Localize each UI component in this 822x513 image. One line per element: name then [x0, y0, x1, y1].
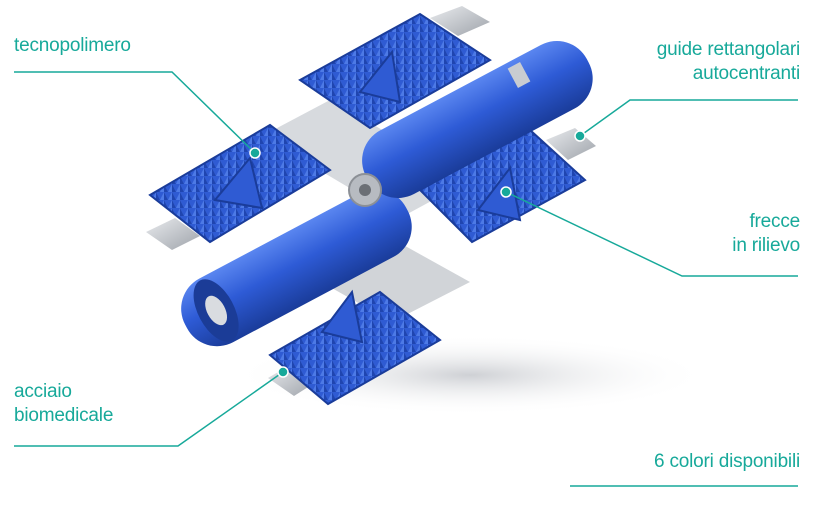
dot-frecce — [500, 186, 512, 198]
label-guide-line1: guide rettangolari — [656, 39, 800, 60]
steel-rail-top — [430, 6, 490, 36]
leader-acciaio — [14, 371, 284, 447]
center-bolt-hole — [359, 184, 371, 196]
cylinder-lower-pin — [205, 295, 228, 326]
leader-lines — [14, 71, 798, 487]
label-frecce: frecce in rilievo — [732, 210, 800, 258]
steel-rail-left — [146, 218, 200, 250]
label-tecnopolimero-text: tecnopolimero — [14, 35, 131, 56]
leader-dots — [249, 130, 586, 378]
leader-frecce — [505, 191, 798, 277]
leader-guide — [579, 99, 798, 137]
arrow-top — [358, 49, 402, 104]
arrow-lower — [320, 289, 364, 344]
label-acciaio-line1: acciaio — [14, 381, 72, 402]
label-guide-line2: autocentranti — [692, 63, 800, 84]
label-acciaio: acciaio biomedicale — [14, 380, 113, 428]
label-colori-text: 6 colori disponibili — [654, 451, 800, 472]
label-colori: 6 colori disponibili — [654, 450, 800, 474]
label-frecce-line1: frecce — [749, 211, 800, 232]
polymer-cylinders — [181, 40, 593, 347]
cylinder-upper — [362, 40, 593, 198]
dot-guide — [574, 130, 586, 142]
cylinder-upper-pin — [507, 62, 531, 88]
cylinder-lower — [181, 189, 412, 347]
arrow-right — [476, 165, 522, 222]
raised-arrows — [213, 49, 522, 344]
dot-tecnopolimero — [249, 147, 261, 159]
label-frecce-line2: in rilievo — [732, 235, 800, 256]
arrow-upper-left — [213, 155, 264, 210]
label-acciaio-line2: biomedicale — [14, 405, 114, 426]
label-tecnopolimero: tecnopolimero — [14, 34, 131, 58]
leader-tecnopolimero — [14, 71, 256, 154]
label-guide: guide rettangolari autocentranti — [657, 38, 800, 86]
dot-acciaio — [277, 366, 289, 378]
